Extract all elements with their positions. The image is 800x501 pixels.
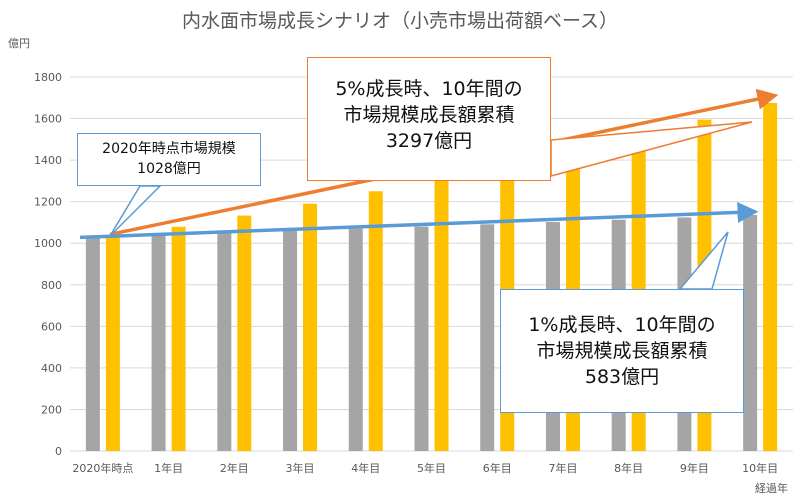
bar (480, 224, 495, 451)
bar (171, 226, 186, 451)
growth-arrow-1pct (79, 201, 759, 240)
callout-1pct-line-3: 583億円 (584, 366, 660, 388)
bar (303, 203, 318, 451)
callout-5pct-pointer (550, 121, 753, 177)
bar (434, 178, 449, 451)
chart-title: 内水面市場成長シナリオ（小売市場出荷額ベース） (181, 10, 619, 32)
callout-2020-pointer (109, 185, 162, 237)
x-tick-label: 1年目 (154, 461, 183, 475)
callout-5pct-line-1: 5%成長時、10年間の (335, 78, 523, 100)
callout-1pct-line-1: 1%成長時、10年間の (528, 314, 716, 336)
bar (348, 228, 363, 451)
bar (763, 102, 778, 451)
x-tick-label: 2年目 (220, 461, 249, 475)
x-tick-label: 10年目 (742, 461, 778, 475)
bar (743, 214, 758, 451)
bar (151, 235, 166, 451)
y-tick-label: 1600 (34, 113, 62, 126)
bar (85, 237, 100, 451)
callout-1pct-growth: 1%成長時、10年間の 市場規模成長額累積 583億円 (500, 289, 744, 413)
y-tick-label: 1400 (34, 154, 62, 167)
y-tick-label: 1000 (34, 237, 62, 250)
callout-1pct-line-2: 市場規模成長額累積 (536, 340, 708, 362)
x-tick-label: 2020年時点 (72, 461, 133, 475)
x-axis-label: 経過年 (755, 481, 788, 495)
x-tick-label: 7年目 (548, 461, 577, 475)
y-tick-label: 1200 (34, 196, 62, 209)
bar (217, 233, 232, 451)
y-tick-label: 200 (41, 403, 62, 416)
x-tick-label: 9年目 (680, 461, 709, 475)
bar (283, 230, 298, 451)
callout-2020-line-1: 2020年時点市場規模 (102, 141, 236, 157)
x-tick-label: 5年目 (417, 461, 446, 475)
bar (237, 215, 252, 451)
x-tick-label: 6年目 (483, 461, 512, 475)
y-tick-label: 0 (55, 445, 62, 458)
callout-5pct-growth: 5%成長時、10年間の 市場規模成長額累積 3297億円 (307, 57, 551, 181)
y-tick-label: 800 (41, 279, 62, 292)
y-tick-label: 400 (41, 362, 62, 375)
x-tick-label: 3年目 (286, 461, 315, 475)
callout-5pct-line-2: 市場規模成長額累積 (343, 104, 515, 126)
bar (414, 226, 429, 451)
callout-2020-market-size: 2020年時点市場規模 1028億円 (77, 133, 261, 186)
callout-2020-line-2: 1028億円 (137, 161, 201, 177)
x-tick-label: 8年目 (614, 461, 643, 475)
y-tick-label: 1800 (34, 71, 62, 84)
y-axis-label: 億円 (8, 37, 30, 50)
x-tick-label: 4年目 (351, 461, 380, 475)
callout-5pct-line-3: 3297億円 (385, 130, 473, 152)
y-tick-label: 600 (41, 320, 62, 333)
bar (368, 191, 383, 451)
bar (105, 237, 120, 451)
